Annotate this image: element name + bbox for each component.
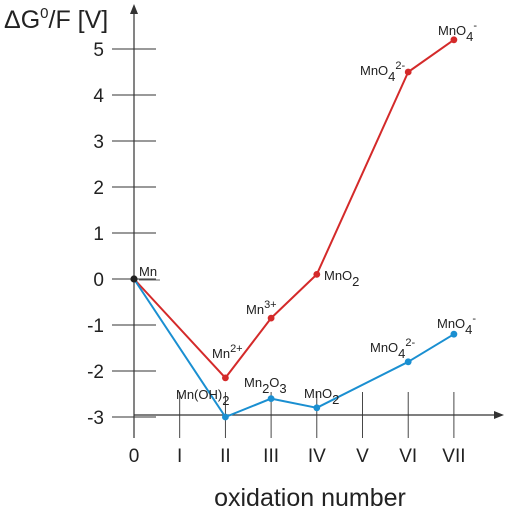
point-label: MnO2 [304,386,339,407]
series-line [133,38,455,379]
data-point [313,271,321,278]
data-point [404,358,412,366]
y-tick-labels: 5 4 3 2 1 0 -1 -2 -3 [87,40,104,429]
data-point [404,68,412,76]
x-axis-arrow [494,411,504,419]
point-label: MnO42- [360,60,406,84]
x-tick-label: V [356,446,369,467]
point-label: Mn2+ [212,343,243,361]
series-line [133,278,455,418]
point-label: MnO2 [324,268,359,289]
point-label: MnO4- [437,313,476,337]
y-tick-label: -1 [87,316,104,337]
y-axis-arrow [130,4,138,14]
x-tick-labels: 0 I II III IV V VI VII [129,446,466,467]
data-point [450,330,458,338]
x-axis-label: oxidation number [214,484,406,512]
x-tick-label: I [177,446,182,467]
axis-layer [130,4,504,438]
y-tick-label: 5 [93,40,104,61]
point-label: Mn2O3 [244,375,287,396]
y-tick-label: 1 [93,224,104,245]
point-label: MnO42- [370,337,416,361]
y-tick-label: -2 [87,362,104,383]
data-point [450,36,458,44]
data-point [222,374,229,382]
y-tick-label: 2 [93,178,104,199]
point-label: MnO4- [438,20,477,44]
x-tick-label: VII [442,446,465,467]
x-tick-label: IV [308,446,326,467]
data-point [313,404,321,412]
x-tick-label: VI [399,446,417,467]
x-tick-label: II [220,446,231,467]
annotation-layer: Mn Mn2+ Mn3+ MnO2 MnO42- MnO4- Mn(OH)2 Mn2O3 MnO… [139,20,477,408]
data-point [222,413,229,421]
y-tick-label: 0 [93,270,104,291]
data-point [267,395,275,402]
origin-label: Mn [139,264,157,279]
point-label: Mn3+ [246,299,277,317]
origin-point [130,275,138,283]
x-tick-label: 0 [129,446,140,467]
y-axis-label: ΔG0/F [V] [4,5,108,34]
y-tick-label: 4 [93,86,104,107]
y-tick-label: -3 [87,408,104,429]
point-label: Mn(OH)2 [176,387,229,408]
grid-layer [112,48,455,438]
data-point [267,314,275,322]
y-tick-label: 3 [93,132,104,153]
x-tick-label: III [263,446,279,467]
series-layer [130,36,458,421]
